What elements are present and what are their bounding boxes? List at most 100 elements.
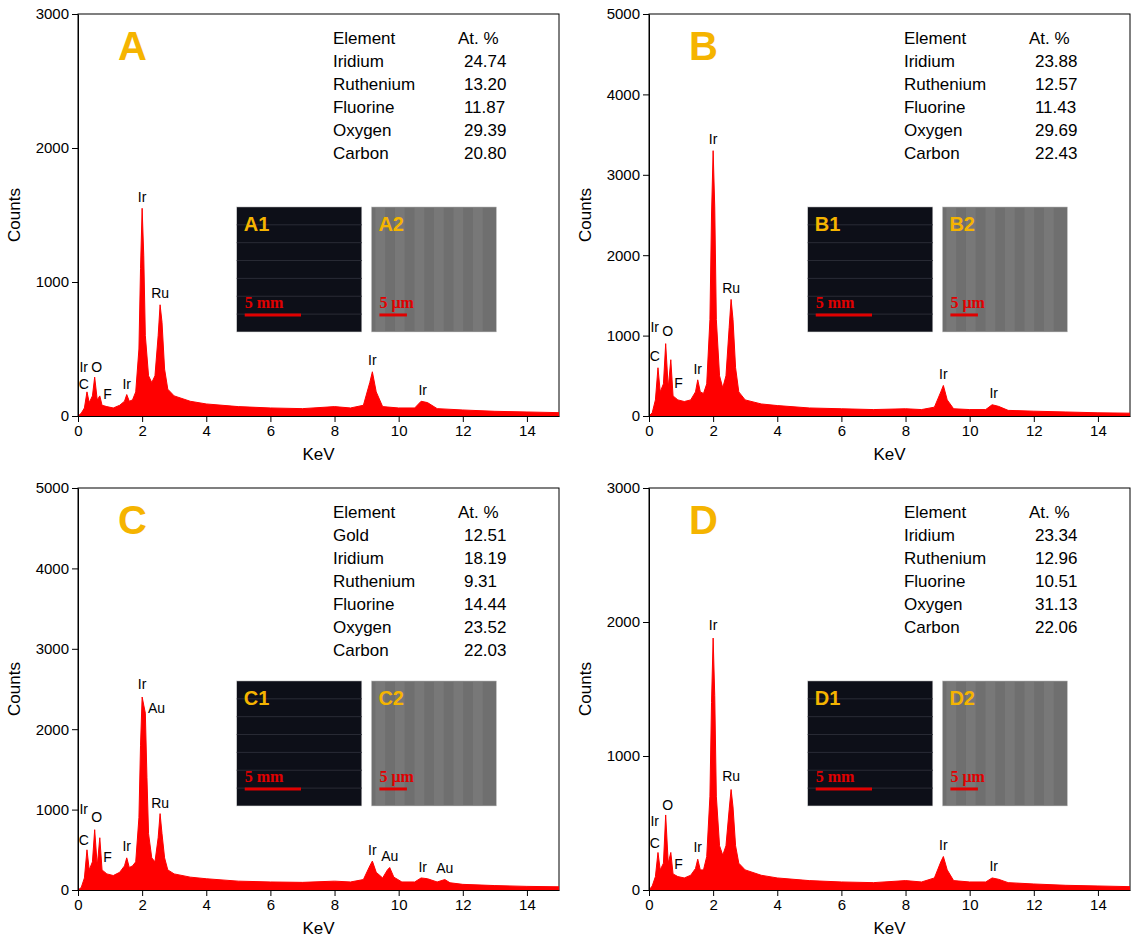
x-tick: 10 [962,416,979,439]
y-tick: 2000 [36,721,78,738]
peak-label: Ir [418,859,427,875]
scale-bar-label: 5 μm [950,768,985,786]
x-tick-label: 6 [267,896,275,913]
inset-image [808,681,933,806]
y-axis: 0100020003000 [36,5,79,424]
composition-table: ElementAt. %Iridium23.34Ruthenium12.96Fl… [904,503,1078,637]
y-tick-label: 1000 [36,801,69,818]
peak-label: Ir [989,385,998,401]
inset: B15 mm [808,207,933,332]
x-tick: 8 [902,890,910,913]
x-tick: 6 [267,416,275,439]
table-element: Fluorine [904,572,965,591]
plot-frame [649,14,1130,416]
y-tick-label: 4000 [36,560,69,577]
table-value: 13.20 [464,75,507,94]
x-tick-label: 10 [962,896,979,913]
x-tick-label: 0 [645,422,653,439]
x-tick-label: 14 [519,896,536,913]
y-tick: 1000 [607,747,649,764]
table-value: 12.57 [1035,75,1078,94]
x-tick-label: 8 [902,896,910,913]
scale-bar-label: 5 μm [379,294,414,312]
y-tick-label: 0 [632,407,640,424]
inset-image [808,207,933,332]
inset-texture [1044,681,1054,806]
inset-texture [434,207,444,332]
x-tick-label: 14 [1090,422,1107,439]
peak-label: Au [148,700,165,716]
x-tick-label: 2 [709,422,717,439]
table-element: Iridium [904,52,955,71]
table-element: Ruthenium [904,549,986,568]
table-element: Iridium [904,526,955,545]
x-tick: 10 [391,416,408,439]
panel-letter: B [689,24,718,68]
y-tick-mark [72,14,78,15]
inset-label: B2 [949,213,975,235]
x-axis-line [650,890,1131,891]
y-tick-mark [643,756,649,757]
y-tick-mark [643,488,649,489]
panel: 024681012140100020003000KeVCountsDCIrOFI… [576,479,1131,938]
inset-label: C1 [244,687,270,709]
x-tick: 8 [902,416,910,439]
x-axis-line [79,416,560,417]
inset-texture [473,207,483,332]
inset-texture [808,716,933,717]
inset-texture [453,681,463,806]
plot-area [649,638,1130,890]
y-tick-label: 5000 [607,5,640,22]
y-tick: 3000 [36,640,78,657]
panel: 024681012140100020003000KeVCountsACIrOFI… [5,5,560,464]
inset-texture [1005,681,1015,806]
y-tick-mark [72,729,78,730]
table-header: Element [333,29,396,48]
peak-label: C [79,376,89,392]
table-element: Carbon [333,641,389,660]
table-header: At. % [458,29,499,48]
peak-label: C [79,832,89,848]
plot-area [649,151,1130,416]
y-tick-mark [643,94,649,95]
table-header: Element [904,503,967,522]
y-tick-label: 3000 [607,479,640,496]
peak-label: Ir [709,617,718,633]
x-tick: 12 [1026,890,1043,913]
inset-texture [237,314,362,315]
inset-texture [808,752,933,753]
y-tick-label: 3000 [36,640,69,657]
y-tick: 4000 [36,560,78,577]
table-element: Oxygen [333,618,392,637]
table-value: 29.39 [464,121,507,140]
inset-label: D1 [815,687,841,709]
y-tick-mark [72,416,78,417]
x-tick-label: 0 [74,422,82,439]
table-element: Ruthenium [333,75,415,94]
peak-label: Au [381,848,398,864]
peak-label: C [650,348,660,364]
inset-image [942,207,1067,332]
scale-bar [245,787,301,790]
table-element: Oxygen [904,121,963,140]
x-tick-label: 10 [962,422,979,439]
y-tick-mark [72,568,78,569]
x-tick-label: 12 [455,896,472,913]
peak-label: Ir [989,858,998,874]
inset-texture [237,260,362,261]
peak-label: Ir [650,813,659,829]
panel-letter: A [118,24,147,68]
y-tick: 0 [632,881,649,898]
x-tick: 14 [519,416,536,439]
table-element: Oxygen [333,121,392,140]
table-value: 18.19 [464,549,507,568]
y-tick-label: 4000 [607,86,640,103]
inset-texture [985,207,995,332]
y-tick: 1000 [607,327,649,344]
x-tick-label: 12 [1026,896,1043,913]
table-value: 20.80 [464,144,507,163]
table-header: At. % [1029,29,1070,48]
inset-texture [237,788,362,789]
inset-image [237,207,362,332]
spectrum-area [649,151,1130,416]
